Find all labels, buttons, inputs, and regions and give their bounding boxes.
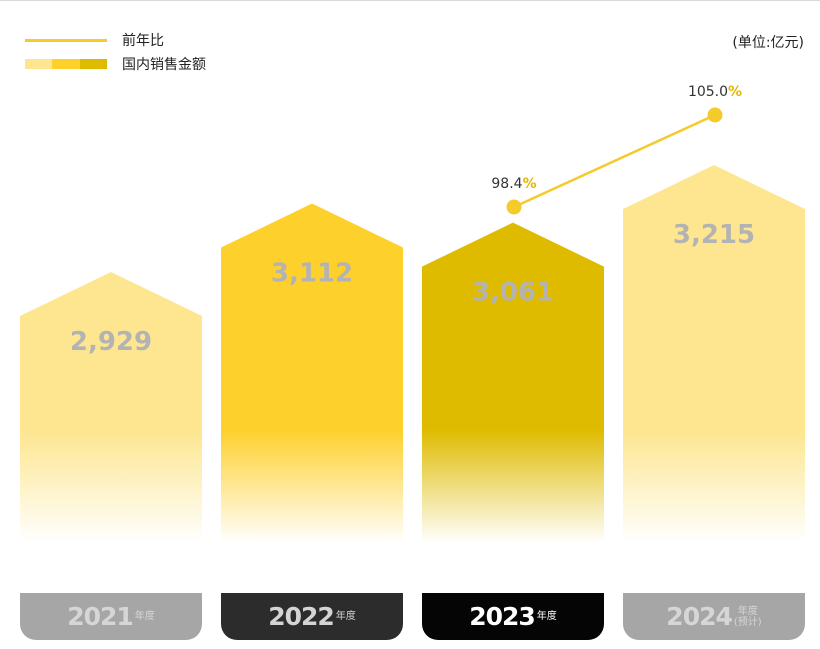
yoy-percent-sign: %	[523, 176, 537, 192]
top-divider	[0, 0, 820, 1]
legend-bar-swatch	[25, 59, 107, 69]
yoy-label-2023: 98.4%	[491, 176, 536, 192]
year-label: 2021	[67, 602, 134, 631]
yoy-value: 105.0	[688, 84, 728, 100]
legend-line-swatch	[25, 38, 107, 42]
bars-group	[20, 165, 805, 543]
yoy-line-group: 98.4%105.0%	[491, 84, 742, 215]
bar-2023	[422, 222, 604, 543]
yoy-value: 98.4	[491, 176, 522, 192]
yoy-percent-sign: %	[728, 84, 742, 100]
year-tab-2022: 2022 年度	[221, 593, 403, 640]
legend-swatch-light	[25, 59, 53, 69]
legend-label-sales: 国内销售金额	[122, 57, 206, 73]
bar-value-label-2024: 3,215	[673, 220, 755, 250]
legend-swatch-mid	[52, 59, 80, 69]
bar-labels-group: 2,929 3,112 3,061 3,215	[70, 220, 755, 357]
year-suffix: 年度	[335, 611, 356, 622]
legend-swatch-dark	[79, 59, 107, 69]
bar-value-label-2023: 3,061	[472, 278, 554, 308]
yoy-point-2024	[707, 107, 723, 123]
legend-item-sales: 国内销售金额	[25, 52, 206, 76]
year-label: 2022	[268, 602, 335, 631]
bar-2024	[623, 165, 805, 543]
yoy-point-2023	[506, 199, 522, 215]
legend: 前年比 国内销售金额	[25, 28, 206, 76]
legend-item-yoy: 前年比	[25, 28, 206, 52]
year-tab-2024: 2024 年度 (预计)	[623, 593, 805, 640]
legend-label-yoy: 前年比	[122, 33, 164, 49]
bar-2022	[221, 203, 403, 543]
year-suffix: 年度	[536, 611, 557, 622]
yoy-line	[513, 113, 716, 209]
yoy-label-2024: 105.0%	[688, 84, 742, 100]
year-label: 2024	[666, 602, 733, 631]
bar-value-label-2021: 2,929	[70, 327, 152, 357]
bar-2021	[20, 272, 202, 543]
bar-value-label-2022: 3,112	[271, 259, 353, 289]
year-suffix: 年度 (预计)	[733, 605, 762, 628]
year-tab-2021: 2021 年度	[20, 593, 202, 640]
year-tab-2023: 2023 年度	[422, 593, 604, 640]
year-suffix: 年度	[134, 611, 155, 622]
unit-label: (单位:亿元)	[732, 35, 804, 51]
year-label: 2023	[469, 602, 536, 631]
